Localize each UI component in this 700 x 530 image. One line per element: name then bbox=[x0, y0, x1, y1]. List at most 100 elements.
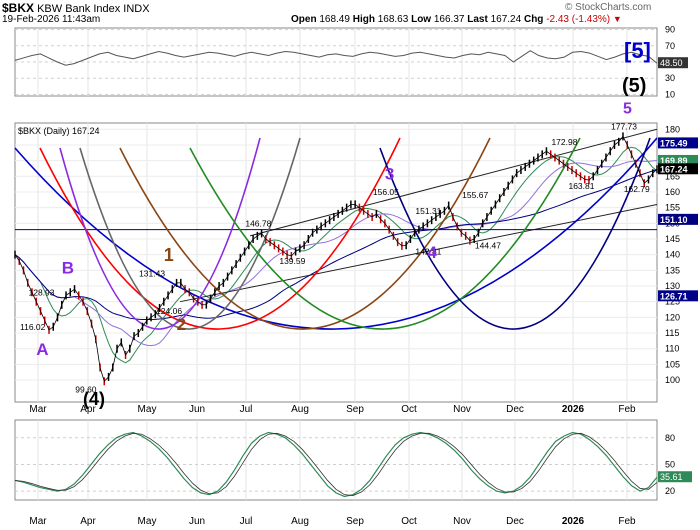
wave-label: 5 bbox=[623, 101, 632, 118]
wave-label: B bbox=[62, 258, 74, 277]
x-tick-label: May bbox=[138, 516, 157, 527]
x-tick-label: Dec bbox=[506, 404, 524, 415]
axis-value-box bbox=[658, 213, 698, 225]
top-last-value-box bbox=[658, 57, 688, 69]
main-y-tick-label: 115 bbox=[665, 328, 679, 338]
cycle-arc bbox=[379, 137, 651, 330]
wave-label-top: [5] bbox=[624, 38, 651, 63]
index-name: KBW Bank Index bbox=[37, 3, 121, 15]
main-y-tick-label: 125 bbox=[665, 297, 680, 307]
main-y-tick-label: 135 bbox=[665, 265, 680, 275]
watermark: © StockCharts.com bbox=[565, 2, 652, 13]
price-annotation: 172.98 bbox=[551, 137, 577, 147]
main-y-tick-label: 160 bbox=[665, 187, 680, 197]
x-tick-label: Feb bbox=[618, 404, 636, 415]
wave-label: 3 bbox=[385, 164, 394, 183]
open-value: 168.49 bbox=[319, 14, 350, 25]
x-tick-label: Oct bbox=[401, 404, 417, 415]
price-annotation: 131.43 bbox=[139, 269, 165, 279]
axis-value-label: 151.10 bbox=[660, 215, 688, 225]
x-tick-label: Apr bbox=[80, 404, 96, 415]
wave-label: A bbox=[36, 340, 48, 359]
low-label: Low bbox=[411, 14, 432, 25]
price-annotation: 163.81 bbox=[568, 181, 594, 191]
main-y-tick-label: 105 bbox=[665, 359, 680, 369]
wave-label: (4) bbox=[83, 389, 105, 409]
main-panel-frame bbox=[14, 122, 658, 403]
x-tick-label: Feb bbox=[618, 516, 636, 527]
oscillator-signal-line bbox=[14, 432, 658, 496]
price-annotation: 162.79 bbox=[624, 184, 650, 194]
cycle-arc bbox=[189, 137, 581, 330]
channel-upper-line bbox=[249, 128, 658, 237]
x-tick-label: Jul bbox=[240, 516, 253, 527]
price-line bbox=[14, 135, 658, 383]
x-tick-label: Mar bbox=[29, 516, 47, 527]
price-annotation: 144.47 bbox=[475, 240, 501, 250]
top-y-tick-label: 10 bbox=[665, 89, 675, 99]
top-indicator-line bbox=[14, 50, 658, 66]
price-annotation: 146.78 bbox=[245, 218, 271, 228]
axis-value-box bbox=[658, 137, 698, 149]
price-annotation: 124.06 bbox=[156, 306, 182, 316]
low-value: 166.37 bbox=[433, 14, 465, 25]
chg-label: Chg bbox=[523, 14, 544, 25]
x-tick-label: Dec bbox=[506, 516, 524, 527]
wave-label: 4 bbox=[427, 243, 437, 262]
top-last-value-label: 48.50 bbox=[660, 58, 683, 68]
x-tick-label: Aug bbox=[291, 516, 309, 527]
open-label: Open bbox=[291, 14, 317, 25]
x-tick-label: Oct bbox=[401, 516, 417, 527]
bottom-last-value-box bbox=[658, 471, 692, 483]
last-value: 167.24 bbox=[490, 14, 522, 25]
x-tick-label: 2026 bbox=[562, 404, 585, 415]
axis-value-label: 175.49 bbox=[660, 138, 688, 148]
oscillator-line bbox=[14, 431, 658, 498]
x-tick-label: Jun bbox=[189, 516, 205, 527]
price-annotation: 142.81 bbox=[415, 247, 441, 257]
top-y-tick-label: 70 bbox=[665, 41, 675, 51]
bottom-y-tick-label: 50 bbox=[665, 459, 675, 469]
axis-value-box bbox=[658, 163, 698, 175]
wave-label: 2 bbox=[177, 315, 186, 334]
bottom-last-value-label: 35.61 bbox=[660, 472, 683, 482]
price-annotation: 177.73 bbox=[611, 121, 637, 131]
main-y-tick-label: 180 bbox=[665, 124, 680, 134]
chg-down-icon: ▼ bbox=[612, 14, 622, 24]
x-tick-label: Jul bbox=[240, 404, 253, 415]
cycle-arc bbox=[59, 137, 261, 330]
x-tick-label: Nov bbox=[453, 404, 471, 415]
price-annotation: 155.67 bbox=[462, 190, 488, 200]
bot-panel-frame bbox=[14, 419, 658, 501]
main-chart-title: $BKX (Daily) 167.24 bbox=[18, 126, 100, 136]
price-annotation: 156.05 bbox=[373, 187, 399, 197]
quote-line: Open 168.49 High 168.63 Low 166.37 Last … bbox=[291, 14, 622, 25]
moving-average-line bbox=[14, 169, 658, 321]
high-value: 168.63 bbox=[377, 14, 409, 25]
wave-label-top: (5) bbox=[622, 75, 646, 97]
moving-average-line bbox=[14, 146, 658, 364]
bottom-y-tick-label: 20 bbox=[665, 486, 675, 496]
main-y-tick-label: 165 bbox=[665, 171, 680, 181]
x-tick-label: Nov bbox=[453, 516, 471, 527]
exchange: INDX bbox=[123, 3, 150, 15]
cycle-arc bbox=[14, 137, 658, 330]
axis-value-label: 167.24 bbox=[660, 164, 688, 174]
last-label: Last bbox=[467, 14, 488, 25]
wave-label: 1 bbox=[164, 245, 174, 265]
x-tick-label: Sep bbox=[346, 516, 364, 527]
price-annotation: 139.59 bbox=[279, 256, 305, 266]
main-y-tick-label: 100 bbox=[665, 375, 680, 385]
price-annotation: 128.93 bbox=[29, 287, 55, 297]
axis-value-box bbox=[658, 290, 698, 302]
high-label: High bbox=[352, 14, 375, 25]
x-tick-label: Aug bbox=[291, 404, 309, 415]
x-tick-label: May bbox=[138, 404, 157, 415]
x-tick-label: Sep bbox=[346, 404, 364, 415]
date-stamp: 19-Feb-2026 11:43am bbox=[2, 14, 101, 25]
main-y-tick-label: 110 bbox=[665, 344, 679, 354]
moving-average-line bbox=[14, 159, 658, 347]
x-tick-label: Jun bbox=[189, 404, 205, 415]
symbol: $BKX bbox=[2, 1, 35, 15]
